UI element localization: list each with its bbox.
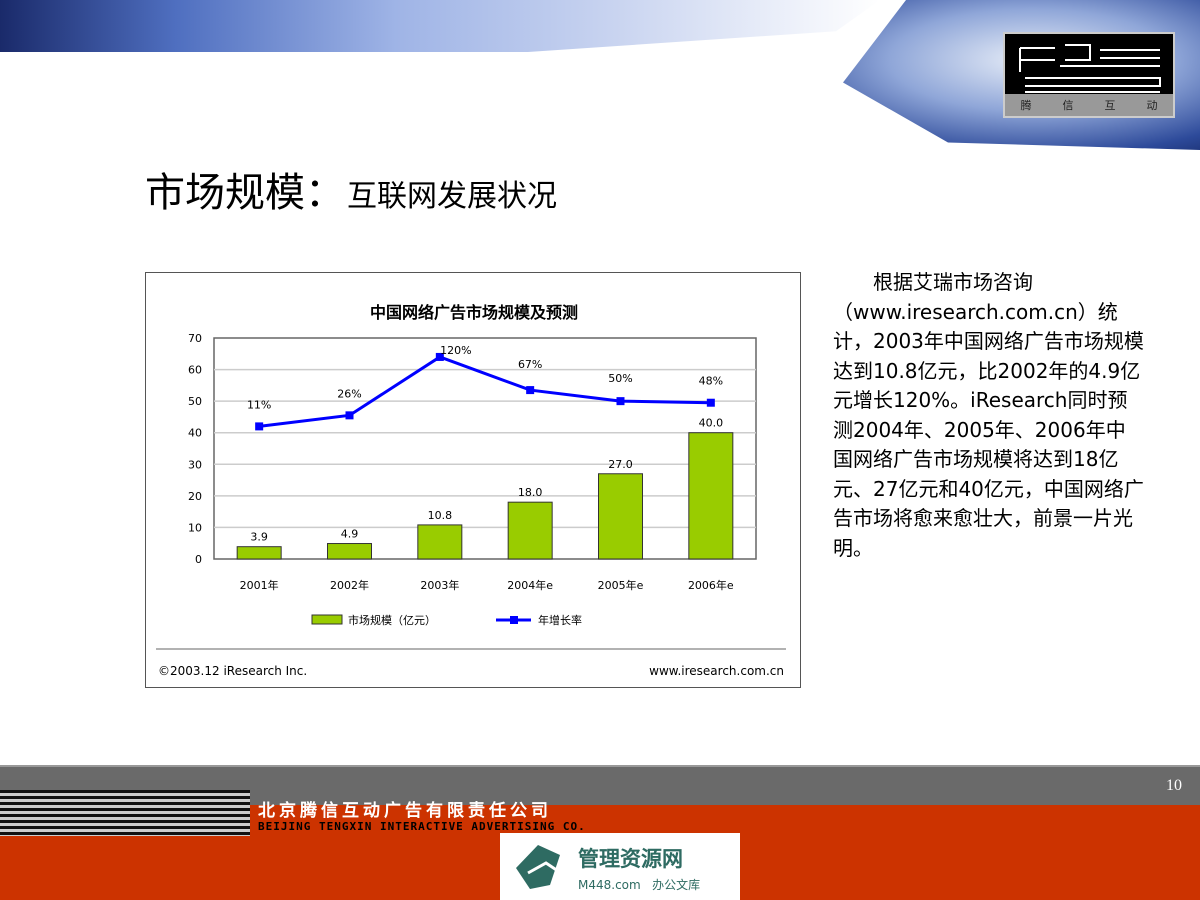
- logo-mark: [1019, 44, 1161, 93]
- logo-char: 腾: [1020, 99, 1032, 112]
- x-tick-label: 2006年e: [688, 578, 734, 592]
- x-tick-label: 2004年e: [507, 578, 553, 592]
- chart-title: 中国网络广告市场规模及预测: [370, 303, 578, 322]
- line-marker: [526, 386, 535, 395]
- bar: [236, 546, 282, 560]
- y-tick-label: 30: [188, 458, 202, 471]
- line-marker: [616, 397, 625, 406]
- bar: [327, 543, 372, 560]
- y-tick-label: 40: [188, 427, 202, 440]
- growth-line: [258, 355, 711, 428]
- line-label: 11%: [247, 398, 271, 411]
- y-tick-label: 60: [188, 364, 202, 377]
- bar-label: 10.8: [428, 509, 453, 522]
- watermark: 管理资源网 M448.com 办公文库: [500, 833, 740, 900]
- title-main: 市场规模：: [145, 170, 345, 216]
- bar: [507, 501, 553, 560]
- company-logo: 腾 信 互 动: [1003, 32, 1175, 118]
- line-label: 120%: [440, 344, 471, 357]
- title-subtitle: 互联网发展状况: [347, 179, 557, 214]
- bar-label: 3.9: [250, 531, 268, 544]
- chart: 中国网络广告市场规模及预测 0 10 20 30 40 50 60 70 3.9 4.9 10.8 18…: [156, 303, 786, 678]
- watermark-logo-icon: [516, 845, 560, 889]
- bar: [598, 473, 643, 560]
- line-marker: [435, 352, 444, 361]
- page-number: 10: [1166, 777, 1182, 794]
- logo-char: 互: [1104, 99, 1116, 112]
- x-tick-label: 2003年: [420, 578, 459, 592]
- bar: [417, 524, 463, 560]
- chart-source: ©2003.12 iResearch Inc.: [158, 664, 307, 678]
- watermark-url: M448.com: [578, 878, 641, 892]
- line-label: 67%: [518, 358, 542, 371]
- chart-container: 中国网络广告市场规模及预测 0 10 20 30 40 50 60 70 3.9 4.9 10.8 18…: [145, 272, 801, 688]
- line-label: 26%: [337, 387, 361, 400]
- bar-label: 18.0: [518, 486, 543, 499]
- legend-bar-label: 市场规模（亿元）: [348, 613, 436, 627]
- y-tick-label: 0: [195, 553, 202, 566]
- body-text: 根据艾瑞市场咨询（www.iresearch.com.cn）统计，2003年中国…: [833, 270, 1144, 560]
- bar: [688, 432, 734, 560]
- footer-stripes: [0, 790, 250, 836]
- slide-title: 市场规模：互联网发展状况: [145, 160, 557, 218]
- y-tick-label: 50: [188, 395, 202, 408]
- bar-label: 27.0: [608, 458, 633, 471]
- bar-label: 4.9: [341, 528, 359, 541]
- company-name-en: BEIJING TENGXIN INTERACTIVE ADVERTISING …: [258, 820, 586, 833]
- legend-line-marker: [510, 616, 518, 624]
- y-tick-label: 70: [188, 332, 202, 345]
- plot-area: [213, 337, 757, 560]
- x-tick-label: 2005年e: [598, 578, 644, 592]
- logo-char: 动: [1146, 99, 1158, 112]
- logo-char: 信: [1062, 99, 1074, 112]
- x-tick-label: 2001年: [240, 578, 279, 592]
- line-marker: [255, 422, 264, 431]
- company-name-cn: 北京腾信互动广告有限责任公司: [258, 801, 552, 821]
- watermark-name: 管理资源网: [578, 847, 683, 871]
- x-tick-label: 2002年: [330, 578, 369, 592]
- watermark-site: M448.com 办公文库: [578, 876, 700, 893]
- legend-bar-swatch: [311, 614, 343, 625]
- watermark-tag: 办公文库: [652, 878, 701, 892]
- line-label: 48%: [699, 375, 723, 388]
- legend-line-label: 年增长率: [538, 613, 582, 627]
- y-tick-label: 20: [188, 490, 202, 503]
- line-marker: [706, 398, 715, 407]
- y-tick-label: 10: [188, 521, 202, 534]
- line-label: 50%: [608, 372, 632, 385]
- bar-label: 40.0: [699, 417, 724, 430]
- line-marker: [345, 411, 354, 420]
- chart-url: www.iresearch.com.cn: [649, 664, 784, 678]
